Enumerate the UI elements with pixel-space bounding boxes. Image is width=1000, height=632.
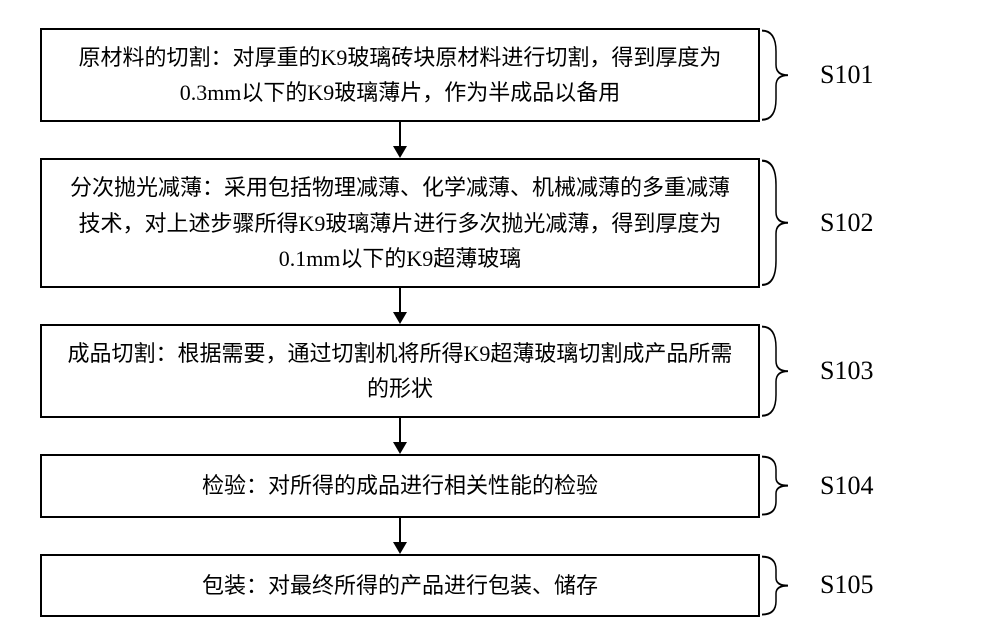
step-label-s101: S101 (820, 60, 873, 90)
arrow (40, 288, 760, 324)
step-row: 包装：对最终所得的产品进行包装、储存 S105 (40, 554, 960, 617)
step-row: 原材料的切割：对厚重的K9玻璃砖块原材料进行切割，得到厚度为0.3mm以下的K9… (40, 28, 960, 122)
brace (760, 28, 800, 122)
flowchart: 原材料的切割：对厚重的K9玻璃砖块原材料进行切割，得到厚度为0.3mm以下的K9… (40, 28, 960, 617)
step-box-s102: 分次抛光减薄：采用包括物理减薄、化学减薄、机械减薄的多重减薄技术，对上述步骤所得… (40, 158, 760, 288)
brace (760, 158, 800, 288)
brace (760, 554, 800, 617)
arrow (40, 122, 760, 158)
arrow (40, 418, 760, 454)
step-row: 成品切割：根据需要，通过切割机将所得K9超薄玻璃切割成产品所需的形状 S103 (40, 324, 960, 418)
step-box-s103: 成品切割：根据需要，通过切割机将所得K9超薄玻璃切割成产品所需的形状 (40, 324, 760, 418)
brace (760, 454, 800, 517)
step-box-s105: 包装：对最终所得的产品进行包装、储存 (40, 554, 760, 617)
step-label-s103: S103 (820, 356, 873, 386)
step-box-s104: 检验：对所得的成品进行相关性能的检验 (40, 454, 760, 517)
step-row: 检验：对所得的成品进行相关性能的检验 S104 (40, 454, 960, 517)
step-box-s101: 原材料的切割：对厚重的K9玻璃砖块原材料进行切割，得到厚度为0.3mm以下的K9… (40, 28, 760, 122)
step-label-s105: S105 (820, 570, 873, 600)
step-label-s102: S102 (820, 208, 873, 238)
step-row: 分次抛光减薄：采用包括物理减薄、化学减薄、机械减薄的多重减薄技术，对上述步骤所得… (40, 158, 960, 288)
brace (760, 324, 800, 418)
step-label-s104: S104 (820, 471, 873, 501)
arrow (40, 518, 760, 554)
